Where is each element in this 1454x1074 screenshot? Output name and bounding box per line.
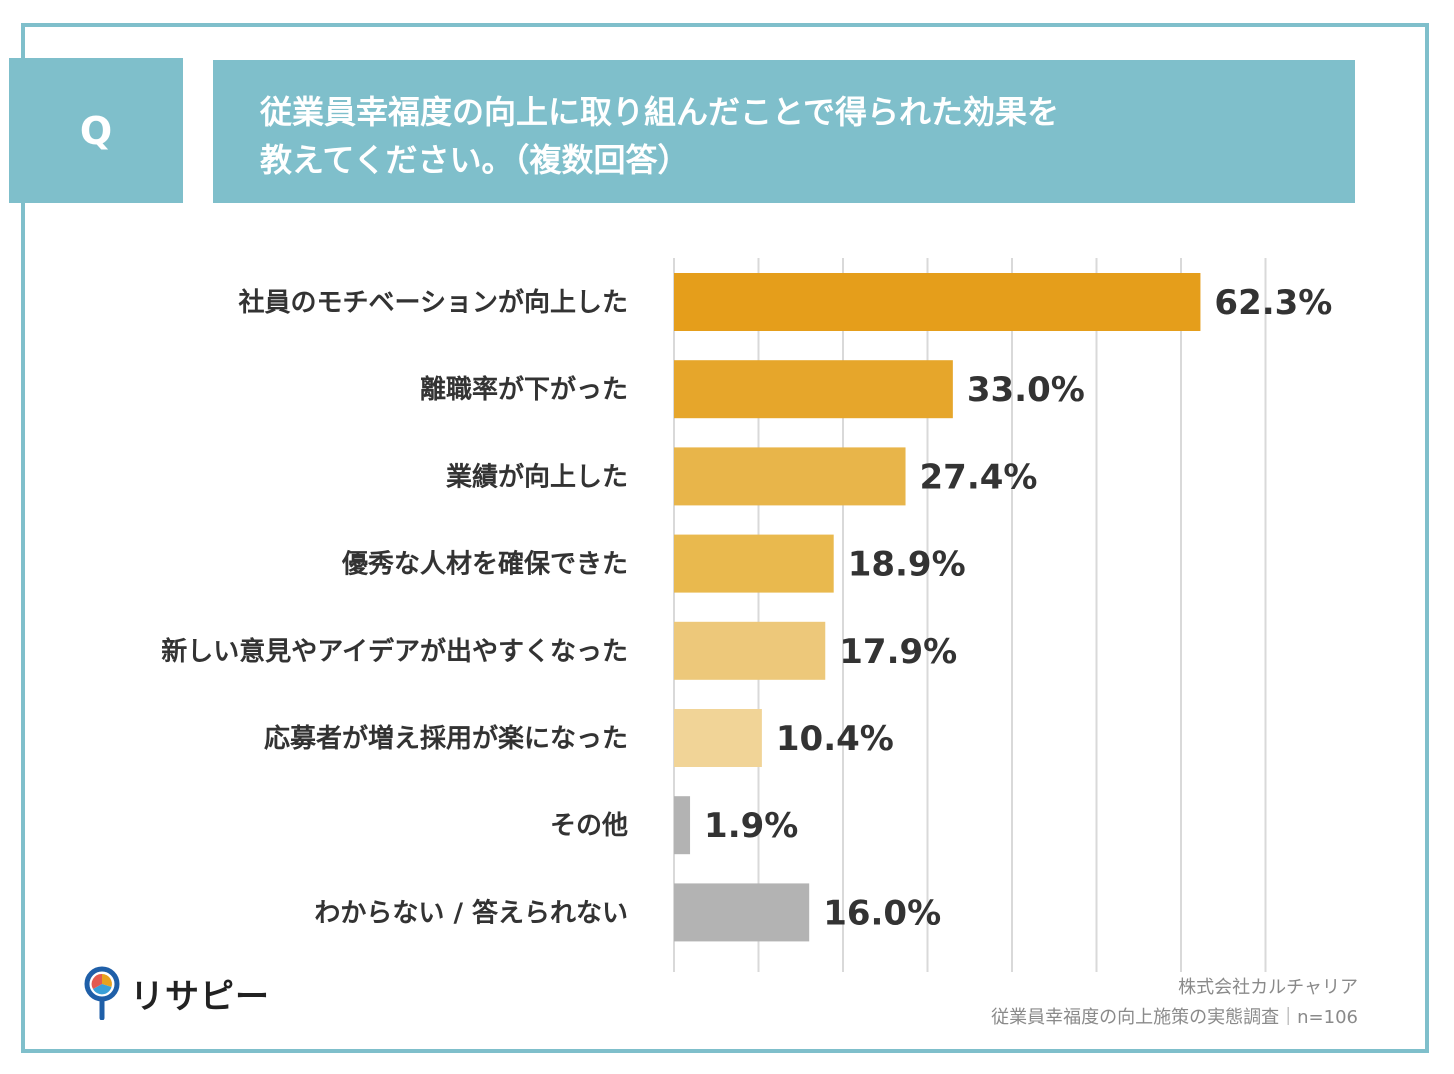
- value-label-1: 33.0%: [967, 370, 1085, 410]
- bars: [674, 273, 1201, 942]
- source-survey: 従業員幸福度の向上施策の実態調査｜n=106: [991, 1007, 1358, 1028]
- question-badge-text: Q: [79, 108, 113, 153]
- bar-1: [674, 360, 953, 419]
- category-label-0: 社員のモチベーションが向上した: [239, 287, 628, 318]
- category-label-1: 離職率が下がった: [420, 374, 628, 405]
- question-title-line1: 従業員幸福度の向上に取り組んだことで得られた効果を: [260, 93, 1060, 131]
- labels: 社員のモチベーションが向上した 62.3% 離職率が下がった 33.0% 業績が向上した…: [161, 283, 1332, 933]
- question-title-box: 従業員幸福度の向上に取り組んだことで得られた効果を 教えてください。（複数回答）: [213, 60, 1355, 203]
- value-label-2: 27.4%: [920, 457, 1038, 497]
- source-note: 株式会社カルチャリア 従業員幸福度の向上施策の実態調査｜n=106: [991, 973, 1358, 1033]
- category-label-3: 優秀な人材を確保できた: [341, 549, 628, 580]
- bar-7: [674, 883, 810, 942]
- value-label-7: 16.0%: [823, 893, 941, 933]
- source-company: 株式会社カルチャリア: [1178, 977, 1358, 998]
- category-label-2: 業績が向上した: [446, 461, 628, 492]
- risapi-logo: リサピー: [82, 966, 270, 1020]
- value-label-3: 18.9%: [848, 545, 966, 585]
- value-label-5: 10.4%: [776, 719, 894, 759]
- category-label-4: 新しい意見やアイデアが出やすくなった: [161, 636, 628, 667]
- value-label-4: 17.9%: [839, 632, 957, 672]
- bar-6: [674, 796, 691, 855]
- question-badge: Q: [9, 58, 183, 203]
- category-label-5: 応募者が増え採用が楽になった: [264, 723, 628, 754]
- value-label-6: 1.9%: [704, 806, 798, 846]
- bar-5: [674, 709, 762, 767]
- outer-frame: [21, 23, 1429, 1053]
- logo-pin-icon: [84, 966, 120, 1020]
- bar-3: [674, 534, 834, 593]
- question-title-line2: 教えてください。（複数回答）: [260, 141, 690, 179]
- bar-0: [674, 273, 1201, 331]
- category-label-6: その他: [550, 811, 628, 841]
- logo-text: リサピー: [130, 976, 270, 1017]
- bar-2: [674, 447, 906, 506]
- category-label-7: わからない / 答えられない: [314, 897, 628, 928]
- bar-4: [674, 621, 826, 680]
- value-label-0: 62.3%: [1214, 283, 1332, 323]
